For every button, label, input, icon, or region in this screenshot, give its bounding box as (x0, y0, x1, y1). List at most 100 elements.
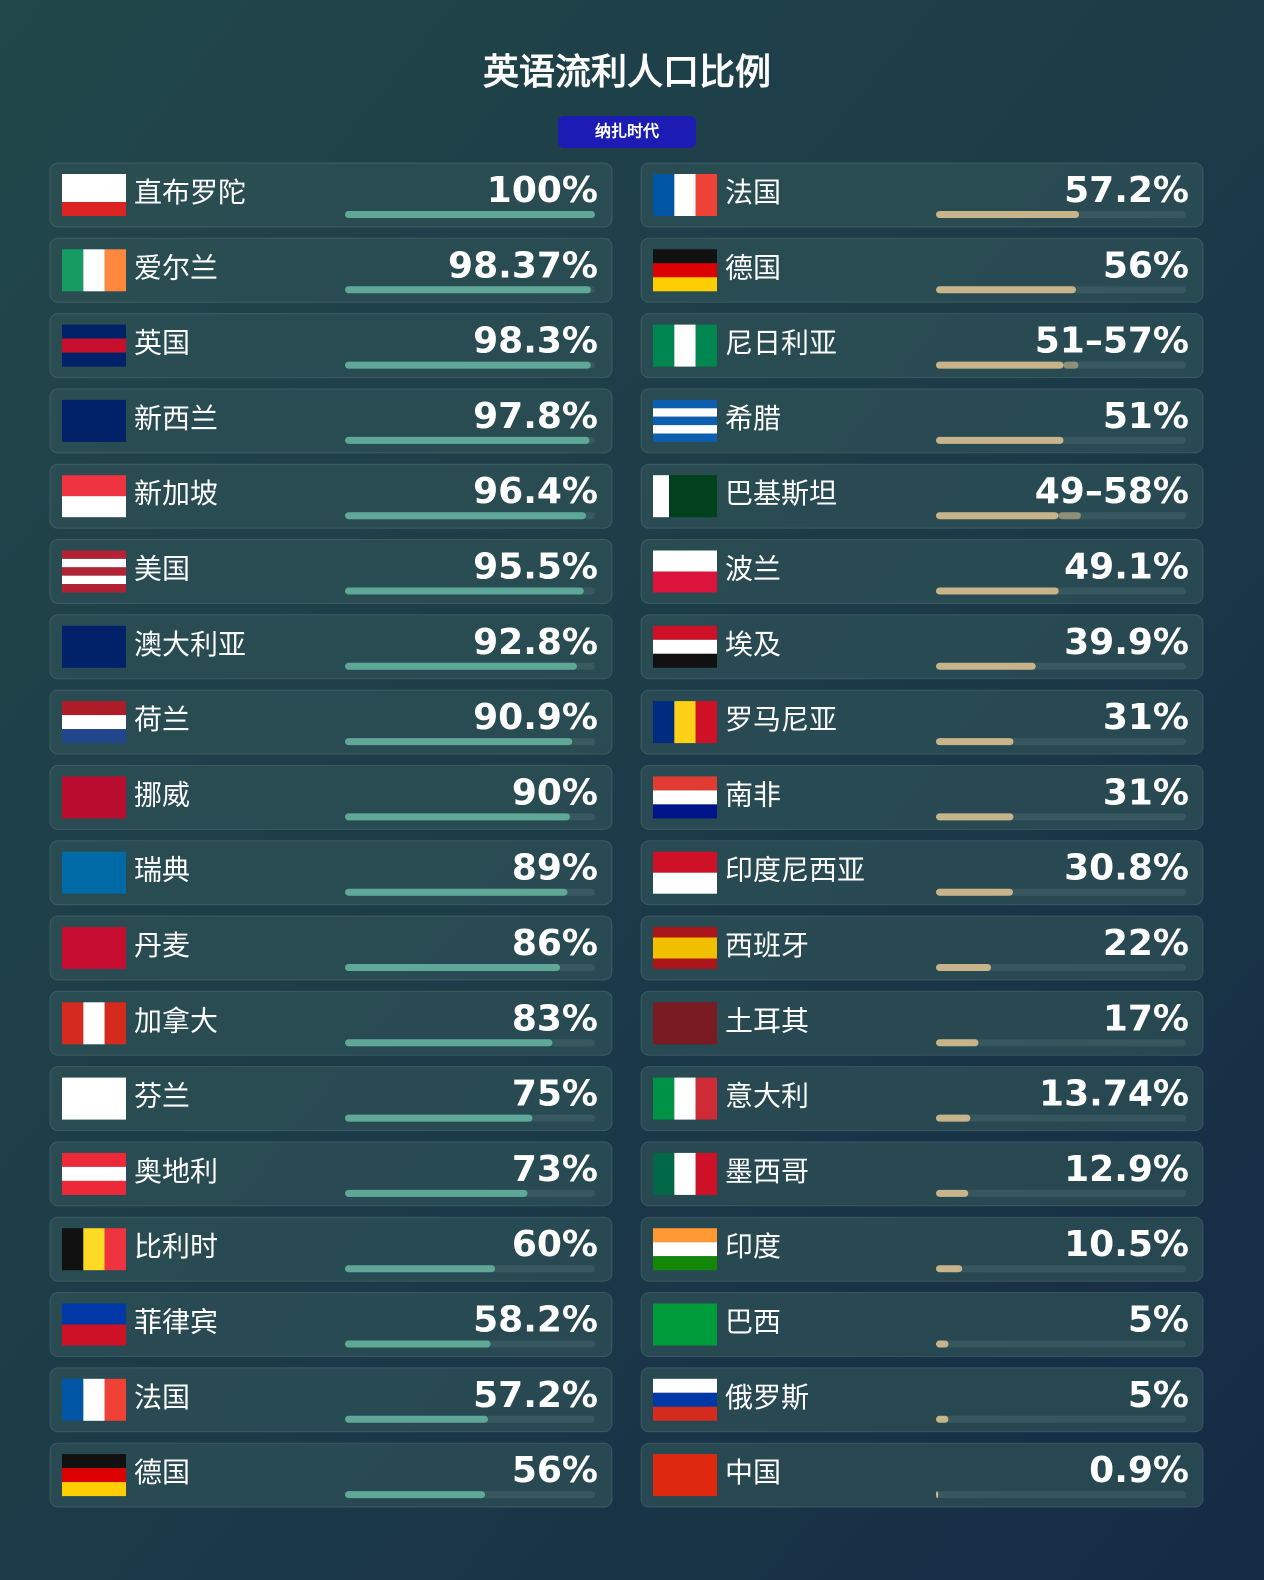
value-label: 10.5% (1064, 1224, 1189, 1265)
flag-stripe (653, 571, 717, 593)
flag-stripe (62, 558, 126, 568)
flag-stripe (62, 575, 126, 585)
value-label: 97.8% (473, 396, 598, 437)
bar (936, 512, 1059, 520)
value-label: 90.9% (473, 697, 598, 738)
bar (345, 738, 573, 746)
bar-range (1063, 361, 1079, 369)
country-name: 巴基斯坦 (725, 477, 837, 510)
flag-stripe (653, 639, 717, 654)
flag-stripe (62, 729, 126, 744)
flag-stripe (83, 1002, 105, 1045)
value-label: 58.2% (473, 1300, 598, 1341)
flag-stripe (62, 1378, 84, 1421)
bar (345, 1491, 485, 1499)
flag-stripe (62, 202, 126, 216)
bar (936, 1189, 969, 1197)
flag-stripe (653, 425, 717, 434)
bar (345, 1340, 491, 1348)
country-name: 德国 (725, 251, 781, 284)
row-card (640, 689, 1204, 755)
flag-stripe (653, 550, 717, 572)
value-label: 98.37% (448, 245, 598, 286)
row-card (640, 539, 1204, 604)
row-card (640, 990, 1204, 1056)
flag-stripe (653, 249, 717, 264)
value-label: 60% (512, 1224, 598, 1265)
row-card (640, 840, 1204, 906)
bar-track (936, 1039, 1186, 1047)
flag-stripe (62, 249, 84, 292)
subtitle-badge (558, 116, 696, 148)
value-label: 51–57% (1035, 321, 1189, 362)
flag-stripe (653, 701, 675, 744)
flag-stripe (674, 701, 696, 744)
value-label: 98.3% (473, 321, 598, 362)
value-label: 57.2% (473, 1375, 598, 1416)
flag-stripe (674, 174, 696, 216)
value-label: 5% (1128, 1300, 1189, 1341)
row-card (640, 1292, 1204, 1357)
value-label: 17% (1103, 998, 1189, 1039)
country-name: 新加坡 (134, 477, 218, 510)
country-name: 加拿大 (134, 1004, 218, 1037)
flag-stripe (83, 249, 105, 292)
flag-stripe (653, 948, 717, 959)
flag-stripe (653, 416, 717, 426)
bar (345, 1039, 553, 1047)
flag-stripe (653, 1077, 675, 1120)
flag-stripe (653, 174, 675, 216)
bar (936, 813, 1014, 821)
flag-stripe (653, 937, 717, 948)
bar (936, 436, 1064, 444)
value-label: 95.5% (473, 547, 598, 588)
bar (345, 211, 595, 218)
bar (936, 286, 1076, 294)
bar (345, 813, 570, 821)
bar (936, 211, 1079, 218)
bar-track (936, 1265, 1186, 1273)
flag-stripe (653, 277, 717, 292)
value-label: 73% (512, 1149, 598, 1190)
value-label: 56% (1103, 245, 1189, 286)
country-name: 希腊 (725, 402, 781, 435)
country-name: 挪威 (134, 778, 190, 811)
flag-stripe (653, 790, 717, 805)
row-card (640, 764, 1204, 830)
value-label: 56% (512, 1450, 598, 1491)
country-name: 印度 (725, 1230, 781, 1263)
flag-stripe (62, 188, 126, 202)
country-name: 法国 (725, 176, 781, 209)
country-name: 法国 (134, 1381, 190, 1414)
value-label: 89% (512, 848, 598, 889)
bar (936, 1340, 949, 1348)
bar (345, 1265, 495, 1273)
country-name: 芬兰 (134, 1080, 190, 1113)
flag-stripe (653, 872, 717, 894)
value-label: 90% (512, 772, 598, 813)
flag-stripe (653, 804, 717, 819)
flag-stripe (695, 1152, 717, 1195)
flag-stripe (62, 338, 126, 353)
flag-stripe (653, 625, 717, 640)
flag-stripe (653, 1002, 717, 1045)
country-name: 南非 (725, 778, 781, 811)
row-card (640, 313, 1204, 379)
bar (345, 662, 577, 670)
bar (345, 964, 560, 971)
value-label: 92.8% (473, 622, 598, 663)
bar (345, 1415, 488, 1423)
subtitle: 纳扎时代 (595, 122, 659, 141)
flag-stripe (653, 475, 669, 518)
country-name: 墨西哥 (725, 1155, 809, 1188)
country-name: 意大利 (725, 1080, 809, 1113)
country-name: 中国 (725, 1456, 781, 1489)
bar (936, 888, 1013, 896)
bar (936, 1415, 949, 1423)
flag-stripe (62, 352, 126, 367)
country-name: 瑞典 (134, 854, 190, 887)
bar (936, 361, 1064, 369)
bar (936, 964, 991, 971)
